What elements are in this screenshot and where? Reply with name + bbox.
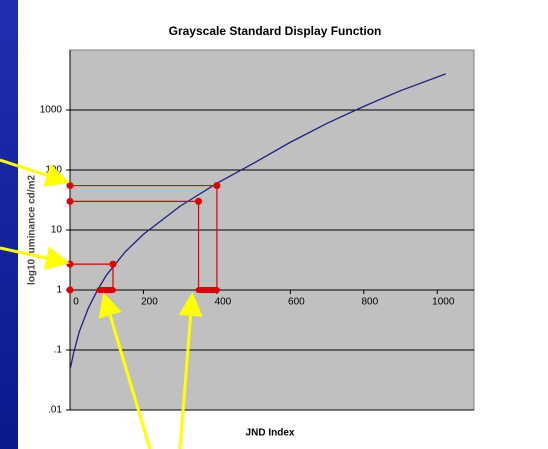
x-axis-label: JND Index (246, 428, 295, 439)
y-axis-label: log10 luminance cd/m2 (27, 175, 38, 285)
y-tick-label: .1 (54, 345, 63, 356)
data-line (69, 73, 446, 369)
highlight-dot (66, 197, 74, 205)
y-tick-label: 1 (56, 285, 62, 296)
highlight-dot (66, 260, 74, 268)
x-tick-label: 200 (141, 297, 158, 308)
arrow (0, 246, 70, 270)
highlight-dot (213, 182, 221, 190)
y-tick-label: .01 (48, 405, 62, 416)
y-tick-label: 1000 (40, 105, 63, 116)
highlight-dot (195, 197, 203, 205)
arrows (0, 158, 203, 449)
slide-border (0, 0, 18, 449)
y-tick-label: 10 (51, 225, 63, 236)
highlight-dot (109, 260, 117, 268)
x-tick-label: 600 (288, 297, 305, 308)
plot: .01 .1 1 10 100 1000 0 200 400 600 800 1000 (40, 49, 475, 416)
arrow (98, 292, 152, 449)
chart-title: Grayscale Standard Display Function (169, 24, 382, 38)
arrow (0, 158, 70, 187)
y-tick-label: 100 (45, 165, 62, 176)
highlight-dot (66, 286, 74, 294)
highlight-dot (66, 182, 74, 190)
x-tick-label: 400 (215, 297, 232, 308)
arrow (178, 292, 203, 449)
x-tick-label: 800 (361, 297, 378, 308)
x-tick-label: 0 (73, 297, 79, 308)
x-tick-label: 1000 (432, 297, 455, 308)
